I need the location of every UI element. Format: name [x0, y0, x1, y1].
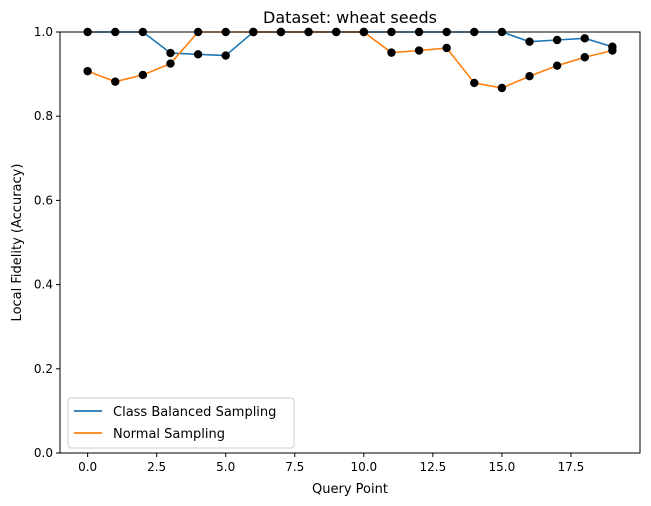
y-tick-label: 1.0 — [34, 25, 53, 39]
data-point — [442, 43, 451, 53]
x-axis: 0.0 2.5 5.0 7.5 10.0 12.5 15.0 17.5 — [78, 453, 584, 474]
series-line-1 — [87, 31, 613, 57]
data-point — [608, 46, 617, 55]
data-point — [580, 34, 589, 43]
x-tick-label: 2.5 — [147, 460, 166, 474]
x-axis-label: Query Point — [312, 482, 388, 497]
data-point — [414, 46, 424, 55]
data-point — [497, 83, 507, 93]
legend-label: Normal Sampling — [113, 427, 225, 442]
x-tick-label: 5.0 — [216, 460, 235, 474]
data-point — [552, 35, 562, 45]
data-point — [166, 59, 175, 68]
x-tick-label: 12.5 — [419, 460, 446, 474]
data-point — [552, 61, 562, 70]
y-tick-label: 0.4 — [34, 278, 53, 292]
data-point — [470, 78, 479, 88]
legend: Class Balanced Sampling Normal Sampling — [67, 397, 295, 449]
series-line-2 — [87, 31, 613, 89]
y-tick-label: 0.0 — [34, 446, 53, 460]
chart-title: Dataset: wheat seeds — [263, 8, 437, 27]
plot-area — [83, 27, 617, 93]
data-point — [525, 72, 534, 81]
y-tick-label: 0.8 — [34, 109, 53, 123]
y-tick-label: 0.2 — [34, 362, 53, 376]
x-tick-label: 15.0 — [489, 460, 516, 474]
data-point — [193, 50, 203, 59]
y-axis-label: Local Fidelity (Accuracy) — [10, 164, 25, 322]
data-point — [138, 70, 148, 80]
legend-box — [67, 397, 295, 449]
plot-frame — [59, 31, 641, 454]
legend-label: Class Balanced Sampling — [113, 405, 276, 420]
data-point — [111, 77, 120, 86]
data-point — [83, 66, 92, 76]
data-point — [525, 37, 534, 46]
x-tick-label: 17.5 — [558, 460, 585, 474]
data-point — [166, 48, 175, 58]
data-point — [580, 53, 589, 62]
y-tick-label: 0.6 — [34, 193, 53, 207]
y-axis: 0.0 0.2 0.4 0.6 0.8 1.0 — [34, 25, 60, 460]
data-point — [221, 51, 230, 60]
x-tick-label: 0.0 — [78, 460, 97, 474]
data-point — [387, 48, 396, 57]
x-tick-label: 10.0 — [350, 460, 377, 474]
x-tick-label: 7.5 — [285, 460, 304, 474]
